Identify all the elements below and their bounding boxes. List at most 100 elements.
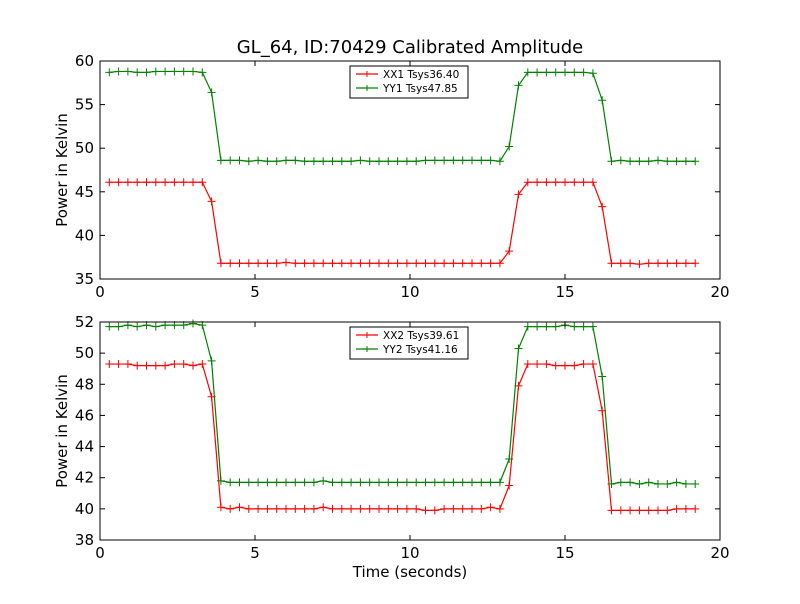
y-tick-label: 50	[75, 344, 94, 362]
data-point-marker	[375, 157, 383, 166]
legend-swatch-marker	[364, 85, 370, 91]
data-point-marker	[347, 157, 356, 166]
data-point-marker	[635, 260, 644, 269]
legend-entry: YY2 Tsys41.16	[356, 344, 458, 356]
data-point-marker	[291, 478, 300, 487]
data-point-marker	[616, 156, 625, 165]
y-tick-label: 50	[75, 139, 94, 157]
data-point-marker	[384, 259, 393, 268]
y-tick-label: 52	[75, 313, 94, 331]
data-point-marker	[337, 504, 346, 513]
data-point-marker	[672, 259, 681, 268]
data-point-marker	[635, 157, 644, 166]
data-point-marker	[189, 361, 197, 370]
data-point-marker	[495, 259, 504, 268]
data-point-marker	[607, 157, 616, 166]
data-point-marker	[542, 178, 551, 187]
data-point-marker	[533, 68, 542, 77]
data-point-marker	[495, 478, 504, 487]
data-point-marker	[161, 178, 170, 187]
data-point-marker	[235, 478, 244, 487]
legend-entry: XX2 Tsys39.61	[356, 330, 459, 342]
data-point-marker	[198, 68, 207, 77]
data-point-marker	[644, 259, 653, 268]
x-tick-label: 5	[250, 544, 260, 562]
data-point-marker	[263, 157, 272, 166]
data-point-marker	[161, 361, 170, 370]
y-axis-label: Power in Kelvin	[53, 374, 71, 488]
data-point-marker	[468, 504, 476, 513]
data-point-marker	[263, 504, 272, 513]
data-point-marker	[691, 259, 700, 268]
data-point-marker	[449, 504, 458, 513]
data-point-marker	[207, 197, 216, 206]
data-point-marker	[691, 479, 700, 488]
data-point-marker	[105, 178, 114, 187]
data-point-marker	[179, 360, 188, 369]
data-point-marker	[319, 503, 328, 512]
data-point-marker	[570, 361, 579, 370]
legend-swatch-marker	[364, 332, 370, 338]
data-point-marker	[607, 506, 616, 515]
data-point-marker	[319, 476, 328, 485]
legend-entry: XX1 Tsys36.40	[356, 69, 459, 81]
data-point-marker	[449, 156, 458, 165]
data-point-marker	[468, 478, 476, 487]
y-tick-label: 40	[75, 500, 94, 518]
data-point-marker	[570, 322, 579, 331]
data-point-marker	[421, 259, 430, 268]
data-point-marker	[663, 259, 672, 268]
data-point-marker	[626, 157, 635, 166]
data-point-marker	[347, 259, 356, 268]
data-point-marker	[272, 259, 281, 268]
data-point-marker	[282, 478, 290, 487]
data-point-marker	[244, 259, 253, 268]
data-point-marker	[356, 156, 365, 165]
data-point-marker	[533, 178, 542, 187]
data-point-marker	[691, 504, 700, 513]
data-point-marker	[402, 157, 411, 166]
data-point-marker	[561, 68, 569, 77]
data-point-marker	[254, 259, 263, 268]
data-point-marker	[430, 259, 439, 268]
legend: XX2 Tsys39.61 YY2 Tsys41.16	[349, 326, 469, 360]
data-point-marker	[356, 504, 365, 513]
data-point-marker	[207, 88, 216, 97]
x-tick-label: 20	[710, 544, 729, 562]
data-point-marker	[244, 157, 253, 166]
data-point-marker	[681, 504, 690, 513]
legend: XX1 Tsys36.40 YY1 Tsys47.85	[349, 65, 469, 99]
data-point-marker	[170, 178, 179, 187]
legend-box	[349, 65, 469, 99]
data-point-marker	[579, 178, 588, 187]
data-point-marker	[384, 504, 393, 513]
series-1-1	[105, 178, 700, 269]
legend-label: YY1 Tsys47.85	[382, 83, 458, 95]
data-point-marker	[226, 504, 235, 513]
data-point-marker	[663, 157, 672, 166]
data-point-marker	[216, 503, 225, 512]
data-point-marker	[486, 156, 495, 165]
data-point-marker	[505, 481, 514, 490]
data-point-marker	[216, 259, 225, 268]
data-point-marker	[393, 478, 402, 487]
legend-label: YY2 Tsys41.16	[382, 344, 458, 356]
data-point-marker	[123, 360, 132, 369]
data-point-marker	[133, 322, 142, 331]
data-point-marker	[644, 506, 653, 515]
data-point-marker	[133, 361, 142, 370]
data-point-marker	[477, 156, 486, 165]
data-point-marker	[393, 157, 402, 166]
data-point-marker	[300, 157, 309, 166]
data-point-marker	[189, 178, 197, 187]
data-point-marker	[486, 259, 495, 268]
data-point-marker	[495, 504, 504, 513]
data-point-marker	[319, 157, 328, 166]
data-point-marker	[551, 322, 560, 331]
data-point-marker	[133, 68, 142, 77]
legend-swatch-marker	[364, 346, 370, 352]
data-point-marker	[151, 361, 160, 370]
data-point-marker	[626, 259, 635, 268]
data-point-marker	[561, 178, 569, 187]
